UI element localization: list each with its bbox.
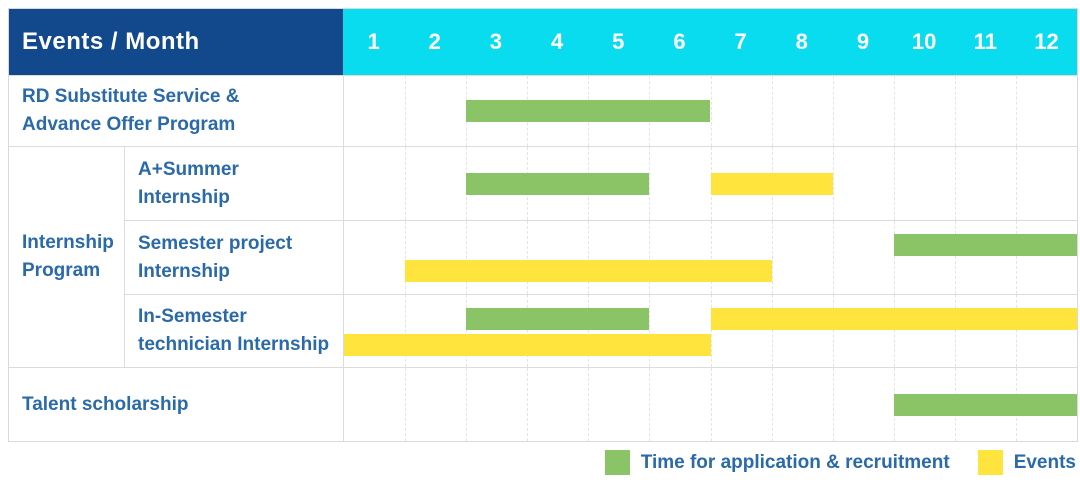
month-header-cell: 5 [612, 29, 625, 54]
month-gridline [771, 368, 773, 441]
events-bar [405, 260, 772, 282]
month-header-cell: 3 [489, 29, 503, 54]
month-header-cell: 6 [673, 29, 686, 54]
application-recruitment-bar [466, 172, 650, 195]
table-corner-header: Events / Month [9, 9, 343, 75]
month-gridline [649, 295, 651, 367]
month-gridline [588, 221, 590, 294]
month-gridline [1015, 221, 1017, 294]
month-gridline [527, 368, 529, 441]
month-gridline [771, 221, 773, 294]
month-gridline [954, 76, 956, 146]
legend: Time for application & recruitment Event… [0, 450, 1076, 475]
row-label-talent-scholarship: Talent scholarship [9, 367, 343, 441]
month-gridline [588, 295, 590, 367]
row-label-a-plus-summer: A+Summer Internship [124, 146, 343, 220]
month-gridline [405, 147, 407, 220]
month-header-cell: 11 [973, 29, 997, 54]
month-gridline [893, 221, 895, 294]
events-legend-swatch [977, 450, 1003, 475]
month-gridline [649, 368, 651, 441]
events-month-table: Events / Month 1 2 3 4 5 6 7 8 9 10 11 12 RD Substi… [8, 8, 1078, 442]
month-gridline [710, 368, 712, 441]
row-label-in-semester-technician: In-Semester technician Internship [124, 294, 343, 367]
month-gridline [649, 147, 651, 220]
group-label-internship-program: Internship Program [9, 146, 124, 367]
application-legend-label: Time for application & recruitment [640, 451, 950, 473]
gantt-row-semester-project [343, 220, 1077, 294]
month-gridline [466, 295, 468, 367]
month-gridline [1015, 147, 1017, 220]
month-gridline [649, 221, 651, 294]
events-bar [710, 172, 833, 195]
month-gridline [832, 295, 834, 367]
month-gridline [954, 221, 956, 294]
row-label-rd-substitute: RD Substitute Service & Advance Offer Pr… [9, 75, 343, 146]
row-label-semester-project: Semester project Internship [124, 220, 343, 294]
gantt-row-a-plus-summer [343, 146, 1077, 220]
month-header-cell: 1 [367, 29, 380, 54]
month-header-row: 1 2 3 4 5 6 7 8 9 10 11 12 [343, 9, 1077, 75]
events-legend-label: Events [1013, 451, 1076, 473]
month-gridline [1015, 295, 1017, 367]
month-gridline [771, 76, 773, 146]
month-gridline [893, 147, 895, 220]
gantt-row-rd-substitute [343, 75, 1077, 146]
month-header-cell: 12 [1034, 29, 1059, 54]
month-header-cell: 8 [795, 29, 808, 54]
month-gridline [832, 368, 834, 441]
month-gridline [588, 368, 590, 441]
month-gridline [832, 221, 834, 294]
month-header-cell: 10 [911, 29, 937, 54]
month-header-cell: 2 [428, 29, 441, 54]
month-gridline [405, 368, 407, 441]
legend-item-application: Time for application & recruitment [604, 450, 950, 475]
application-recruitment-bar [466, 100, 711, 122]
month-gridline [405, 76, 407, 146]
application-legend-swatch [604, 450, 630, 475]
month-gridline [405, 295, 407, 367]
month-gridline [832, 76, 834, 146]
month-header-cell: 7 [734, 29, 747, 54]
month-gridline [527, 295, 529, 367]
month-gridline [893, 295, 895, 367]
month-header-cell: 9 [856, 29, 870, 54]
month-gridline [710, 295, 712, 367]
gantt-row-in-semester-technician [343, 294, 1077, 367]
table-corner-title: Events / Month [22, 28, 200, 55]
month-gridline [466, 368, 468, 441]
month-gridline [954, 147, 956, 220]
events-bar [344, 334, 711, 356]
month-gridline [405, 221, 407, 294]
events-bar [710, 308, 1077, 330]
month-gridline [1015, 76, 1017, 146]
month-gridline [466, 221, 468, 294]
month-gridline [771, 295, 773, 367]
month-gridline [710, 76, 712, 146]
month-header-cell: 4 [550, 29, 564, 54]
application-recruitment-bar [466, 308, 650, 330]
month-gridline [893, 76, 895, 146]
month-gridline [710, 221, 712, 294]
month-gridline [527, 221, 529, 294]
application-recruitment-bar [893, 234, 1077, 256]
month-gridline [954, 295, 956, 367]
legend-item-events: Events [977, 450, 1076, 475]
application-recruitment-bar [893, 393, 1077, 416]
gantt-row-talent-scholarship [343, 367, 1077, 441]
month-gridline [832, 147, 834, 220]
